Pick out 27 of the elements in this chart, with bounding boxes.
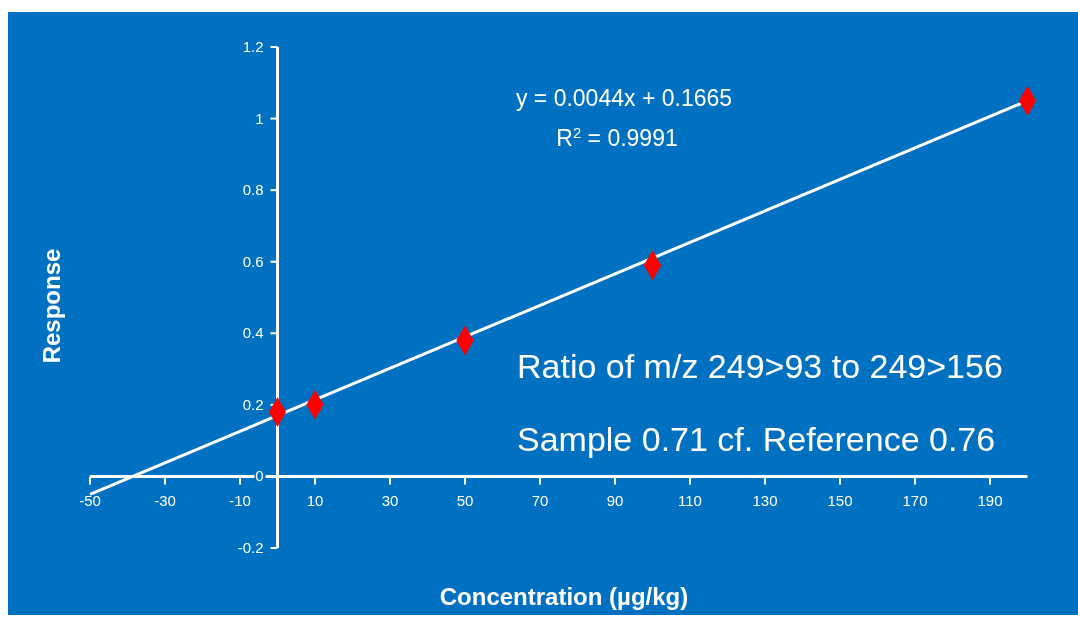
y-tick-label: 0.8	[242, 181, 264, 199]
annotation: Ratio of m/z 249>93 to 249>156	[517, 347, 1003, 385]
annotation: R$^{2}$ = 0.9991	[556, 123, 678, 151]
x-tick-label: 90	[606, 492, 624, 510]
x-tick-label: 150	[827, 492, 853, 510]
y-axis-title: Response	[38, 248, 65, 364]
y-tick-label: 0.2	[242, 395, 264, 413]
x-tick-label: 30	[381, 492, 399, 510]
x-tick-label: -30	[154, 492, 176, 510]
x-tick-label: 170	[902, 492, 928, 510]
y-tick-label: 0.4	[242, 324, 264, 342]
y-tick-label: -0.2	[237, 539, 264, 556]
x-tick-label: -50	[79, 492, 101, 510]
x-tick-label: 10	[306, 492, 324, 510]
y-tick-label: 0	[255, 467, 264, 485]
x-tick-label: 130	[752, 492, 778, 510]
x-tick-label: 190	[977, 492, 1003, 510]
y-tick-label: 1	[255, 109, 264, 127]
annotation: Sample 0.71 cf. Reference 0.76	[517, 420, 996, 458]
x-tick-label: 70	[531, 492, 549, 510]
x-tick-label: 110	[678, 492, 702, 510]
x-axis-title: Concentration (µg/kg)	[439, 583, 689, 610]
x-tick-label: 50	[456, 492, 474, 510]
y-tick-label: 0.6	[242, 252, 264, 270]
x-tick-label: -10	[229, 492, 251, 510]
annotation: y = 0.0044x + 0.1665	[515, 85, 733, 111]
y-tick-label: 1.2	[242, 38, 264, 55]
